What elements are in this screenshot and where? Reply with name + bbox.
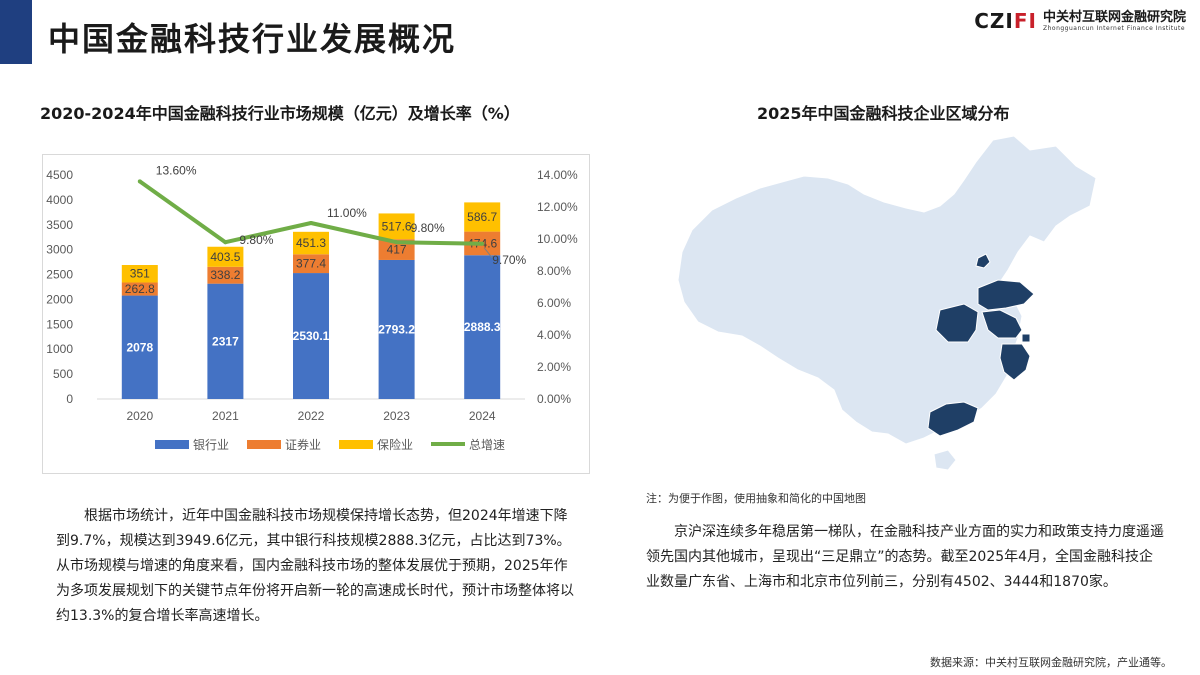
zhejiang-highlight bbox=[999, 343, 1031, 381]
bar-value-label: 2317 bbox=[212, 334, 239, 348]
growth-rate-point bbox=[480, 241, 485, 246]
bar-1 bbox=[293, 254, 329, 274]
growth-rate-point bbox=[309, 221, 313, 225]
y2-tick-label: 14.00% bbox=[537, 168, 578, 182]
guangdong-highlight bbox=[927, 401, 979, 437]
institute-logo: CZIFI 中关村互联网金融研究院 Zhongguancun Internet … bbox=[974, 6, 1186, 36]
henan-highlight bbox=[935, 303, 979, 343]
y2-tick-label: 0.00% bbox=[537, 392, 571, 406]
logo-name-en: Zhongguancun Internet Finance Institute bbox=[1042, 24, 1186, 32]
legend-swatch-2 bbox=[339, 440, 373, 449]
y-tick-label: 500 bbox=[53, 367, 73, 381]
hainan-island-shape bbox=[933, 449, 957, 471]
x-tick-label: 2022 bbox=[298, 409, 325, 423]
bar-1 bbox=[378, 239, 415, 260]
map-note: 注：为便于作图，使用抽象和简化的中国地图 bbox=[646, 492, 866, 505]
bar-value-label: 517.6 bbox=[382, 219, 412, 233]
bar-value-label: 262.8 bbox=[125, 282, 155, 296]
legend-label: 保险业 bbox=[377, 437, 413, 452]
growth-rate-label: 9.70% bbox=[492, 253, 526, 267]
growth-rate-label: 9.80% bbox=[411, 221, 445, 235]
bar-2 bbox=[378, 213, 415, 240]
region-summary-text: 京沪深连续多年稳居第一梯队，在金融科技产业方面的实力和政策支持力度遥遥领先国内其… bbox=[646, 524, 1164, 590]
china-region-map bbox=[678, 135, 1097, 471]
x-tick-label: 2024 bbox=[469, 409, 496, 423]
chart-title: 2020-2024年中国金融科技行业市场规模（亿元）及增长率（%） bbox=[40, 104, 520, 123]
y-tick-label: 1500 bbox=[46, 317, 73, 331]
y2-tick-label: 6.00% bbox=[537, 296, 571, 310]
y-tick-label: 2500 bbox=[46, 268, 73, 282]
bar-1 bbox=[207, 266, 244, 284]
x-tick-label: 2020 bbox=[126, 409, 153, 423]
bar-0 bbox=[378, 259, 415, 399]
bar-value-label: 417 bbox=[387, 243, 407, 257]
shanghai-highlight bbox=[1021, 333, 1031, 343]
legend-label: 证券业 bbox=[285, 437, 321, 452]
bar-value-label: 2530.1 bbox=[293, 329, 330, 343]
y2-tick-label: 2.00% bbox=[537, 360, 571, 374]
bar-value-label: 338.2 bbox=[210, 268, 240, 282]
y-tick-label: 4000 bbox=[46, 193, 73, 207]
legend-label: 总增速 bbox=[469, 438, 505, 452]
bar-0 bbox=[207, 283, 244, 399]
legend-label: 银行业 bbox=[193, 438, 229, 452]
bar-0 bbox=[121, 295, 158, 399]
bar-2 bbox=[464, 202, 501, 232]
bar-0 bbox=[464, 255, 501, 399]
beijing-highlight bbox=[975, 253, 991, 269]
y-tick-label: 4500 bbox=[46, 168, 73, 182]
page-title: 中国金融科技行业发展概况 bbox=[48, 20, 457, 58]
y2-tick-label: 8.00% bbox=[537, 264, 571, 278]
bar-1 bbox=[121, 282, 158, 296]
growth-rate-label: 13.60% bbox=[156, 163, 197, 177]
market-summary-text: 根据市场统计，近年中国金融科技市场规模保持增长态势，但2024年增速下降到9.7… bbox=[56, 508, 574, 624]
bar-2 bbox=[207, 246, 244, 267]
bar-value-label: 2793.2 bbox=[378, 322, 415, 336]
data-source: 数据来源：中关村互联网金融研究院，产业通等。 bbox=[930, 656, 1172, 669]
shandong-highlight bbox=[977, 279, 1035, 311]
growth-rate-point bbox=[394, 240, 399, 245]
legend-swatch-1 bbox=[247, 440, 281, 449]
jiangsu-highlight bbox=[981, 309, 1023, 339]
bar-value-label: 2888.3 bbox=[464, 320, 501, 334]
y2-tick-label: 12.00% bbox=[537, 200, 578, 214]
x-tick-label: 2021 bbox=[212, 409, 239, 423]
bar-value-label: 451.3 bbox=[296, 236, 326, 250]
growth-rate-label: 11.00% bbox=[327, 206, 367, 220]
bar-value-label: 2078 bbox=[126, 340, 153, 354]
growth-rate-label: 9.80% bbox=[239, 233, 273, 247]
y-tick-label: 0 bbox=[66, 392, 73, 406]
legend-swatch-0 bbox=[155, 440, 189, 449]
bar-value-label: 377.4 bbox=[296, 257, 326, 271]
map-title: 2025年中国金融科技企业区域分布 bbox=[757, 104, 1010, 123]
y-tick-label: 1000 bbox=[46, 342, 73, 356]
x-tick-label: 2023 bbox=[383, 409, 410, 423]
bar-0 bbox=[293, 273, 329, 399]
growth-rate-point bbox=[137, 179, 142, 184]
label-leader-line bbox=[483, 247, 493, 259]
y-tick-label: 3000 bbox=[46, 243, 73, 257]
title-accent-bar bbox=[0, 0, 32, 64]
bar-2 bbox=[293, 231, 329, 255]
logo-name-cn: 中关村互联网金融研究院 bbox=[1042, 9, 1186, 25]
market-size-chart: 0 500 1000 1500 2000 2500 3000 3500 4000 4500 0.0… bbox=[46, 163, 578, 452]
logo-mark: CZIFI bbox=[974, 9, 1037, 33]
y2-tick-label: 4.00% bbox=[537, 328, 571, 342]
chart-container: 0 500 1000 1500 2000 2500 3000 3500 4000 4500 0.0… bbox=[42, 154, 590, 474]
bar-value-label: 403.5 bbox=[210, 250, 240, 264]
y-tick-label: 3500 bbox=[46, 218, 73, 232]
y-tick-label: 2000 bbox=[46, 292, 73, 306]
growth-rate-point bbox=[223, 240, 228, 245]
bar-value-label: 586.7 bbox=[467, 210, 497, 224]
china-mainland-shape bbox=[678, 135, 1097, 445]
y2-tick-label: 10.00% bbox=[537, 232, 578, 246]
bar-value-label: 351 bbox=[130, 267, 150, 281]
bar-2 bbox=[121, 265, 158, 283]
